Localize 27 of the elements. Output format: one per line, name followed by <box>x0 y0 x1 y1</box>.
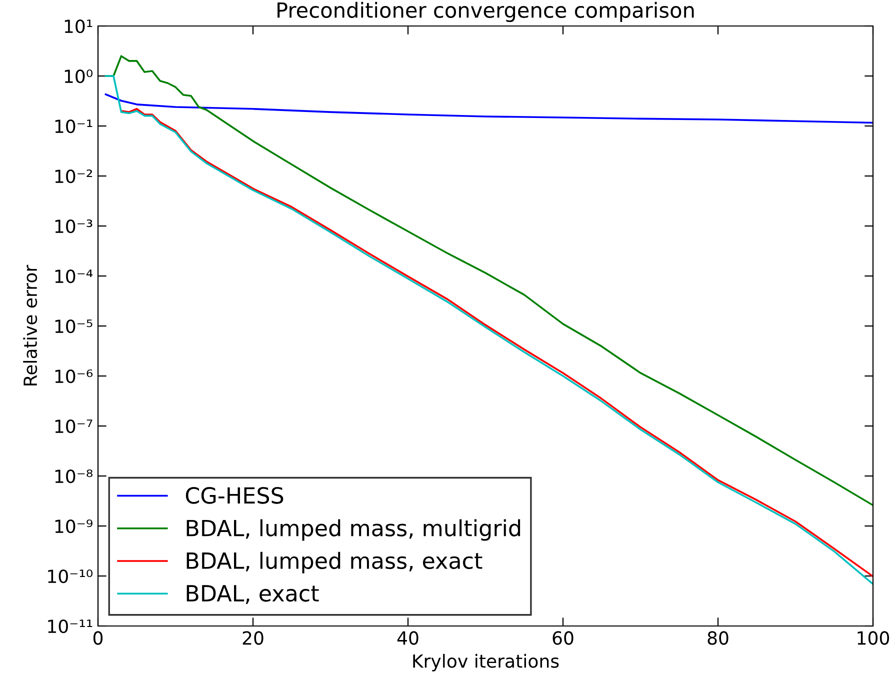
legend-label: BDAL, lumped mass, exact <box>186 552 482 574</box>
x-tick-label: 20 <box>242 631 264 645</box>
y-tick-label: 10⁻¹ <box>55 119 92 134</box>
legend-label: CG-HESS <box>186 487 284 504</box>
y-tick-label: 10⁻⁷ <box>55 419 92 434</box>
y-tick-label: 10⁻¹¹ <box>48 619 92 634</box>
y-tick-label: 10⁰ <box>64 69 93 84</box>
x-tick-label: 60 <box>552 631 574 645</box>
line-series <box>104 93 873 124</box>
legend-label: BDAL, exact <box>186 585 319 604</box>
y-tick-label: 10⁻² <box>55 169 92 184</box>
y-tick-label: 10⁻⁶ <box>55 369 93 384</box>
y-tick-label: 10¹ <box>64 19 92 34</box>
x-tick-label: 100 <box>858 631 890 645</box>
y-tick-label: 10⁻⁴ <box>55 269 93 284</box>
y-tick-label: 10⁻⁵ <box>55 319 92 334</box>
x-tick-label: 40 <box>397 631 418 645</box>
legend-label: BDAL, lumped mass, multigrid <box>186 519 520 541</box>
x-tick-label: 0 <box>93 631 103 645</box>
chart-title: Preconditioner convergence comparison <box>278 2 694 22</box>
x-axis-title: Krylov iterations <box>413 654 559 672</box>
y-tick-label: 10⁻⁹ <box>55 519 92 534</box>
y-tick-label: 10⁻⁸ <box>55 469 92 484</box>
y-tick-label: 10⁻³ <box>55 219 92 234</box>
x-tick-label: 80 <box>708 631 728 645</box>
y-axis-title: Relative error <box>23 264 38 386</box>
y-tick-label: 10⁻¹⁰ <box>48 569 93 584</box>
